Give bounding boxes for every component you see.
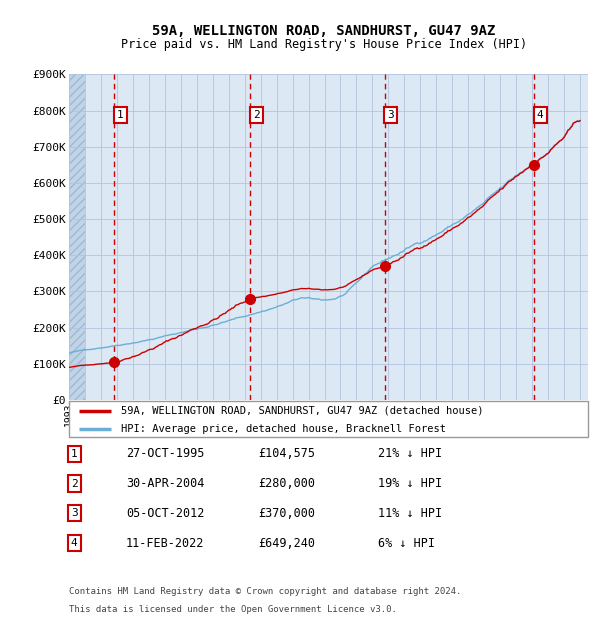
Text: 1: 1: [117, 110, 124, 120]
Text: 6% ↓ HPI: 6% ↓ HPI: [378, 537, 435, 549]
Text: 3: 3: [388, 110, 394, 120]
Text: 05-OCT-2012: 05-OCT-2012: [126, 507, 205, 520]
Text: 11-FEB-2022: 11-FEB-2022: [126, 537, 205, 549]
Text: 3: 3: [71, 508, 77, 518]
Text: 11% ↓ HPI: 11% ↓ HPI: [378, 507, 442, 520]
Text: 59A, WELLINGTON ROAD, SANDHURST, GU47 9AZ (detached house): 59A, WELLINGTON ROAD, SANDHURST, GU47 9A…: [121, 406, 484, 416]
Text: £104,575: £104,575: [258, 448, 315, 460]
Text: 30-APR-2004: 30-APR-2004: [126, 477, 205, 490]
Text: 19% ↓ HPI: 19% ↓ HPI: [378, 477, 442, 490]
Text: 4: 4: [537, 110, 544, 120]
Text: 2: 2: [71, 479, 77, 489]
Text: Contains HM Land Registry data © Crown copyright and database right 2024.: Contains HM Land Registry data © Crown c…: [69, 587, 461, 596]
Text: 59A, WELLINGTON ROAD, SANDHURST, GU47 9AZ: 59A, WELLINGTON ROAD, SANDHURST, GU47 9A…: [152, 24, 496, 38]
Text: £280,000: £280,000: [258, 477, 315, 490]
Text: 27-OCT-1995: 27-OCT-1995: [126, 448, 205, 460]
Text: This data is licensed under the Open Government Licence v3.0.: This data is licensed under the Open Gov…: [69, 604, 397, 614]
Text: HPI: Average price, detached house, Bracknell Forest: HPI: Average price, detached house, Brac…: [121, 424, 446, 434]
FancyBboxPatch shape: [69, 401, 588, 437]
Text: £370,000: £370,000: [258, 507, 315, 520]
Text: £649,240: £649,240: [258, 537, 315, 549]
Text: 1: 1: [71, 449, 77, 459]
Text: 21% ↓ HPI: 21% ↓ HPI: [378, 448, 442, 460]
Text: 2: 2: [253, 110, 260, 120]
Text: 4: 4: [71, 538, 77, 548]
Text: Price paid vs. HM Land Registry's House Price Index (HPI): Price paid vs. HM Land Registry's House …: [121, 38, 527, 51]
Bar: [69, 74, 85, 400]
